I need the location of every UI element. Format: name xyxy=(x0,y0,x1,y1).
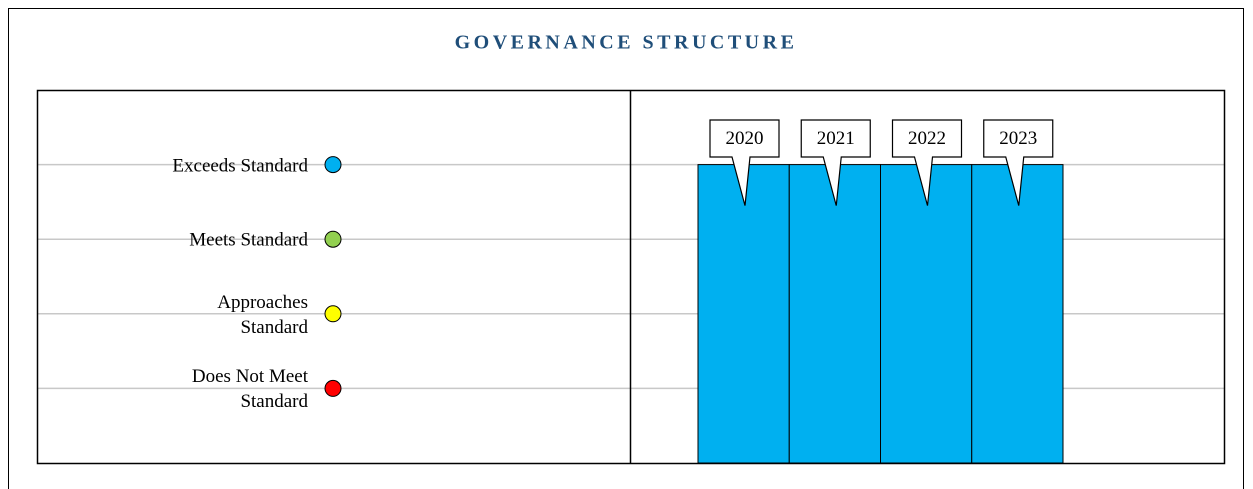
bars xyxy=(697,164,1064,464)
callout-box xyxy=(709,119,780,206)
y-tick-label: Meets Standard xyxy=(189,229,308,251)
y-tick-label: Exceeds Standard xyxy=(172,155,308,177)
level-dot xyxy=(324,230,342,248)
callout-box xyxy=(891,119,963,206)
level-dot xyxy=(324,379,342,397)
x-tick-label: 2023 xyxy=(999,128,1037,149)
callout-box xyxy=(800,119,871,206)
callout-box xyxy=(983,119,1054,206)
bar xyxy=(697,164,790,464)
x-tick-label: 2021 xyxy=(817,128,855,149)
bar xyxy=(971,164,1064,464)
y-tick-label: Approaches Standard xyxy=(217,291,308,338)
level-dot xyxy=(324,305,342,323)
callouts: 2020 2021 2022 2023 xyxy=(709,119,1054,206)
level-dots xyxy=(324,156,342,397)
y-tick-label: Does Not Meet Standard xyxy=(191,366,308,413)
bar xyxy=(880,164,973,464)
panel-frame xyxy=(8,8,1244,489)
x-tick-label: 2020 xyxy=(726,128,764,149)
chart-title: GOVERNANCE STRUCTURE xyxy=(455,32,798,54)
level-dot xyxy=(324,156,342,174)
bar xyxy=(788,164,881,464)
x-tick-label: 2022 xyxy=(908,128,946,149)
